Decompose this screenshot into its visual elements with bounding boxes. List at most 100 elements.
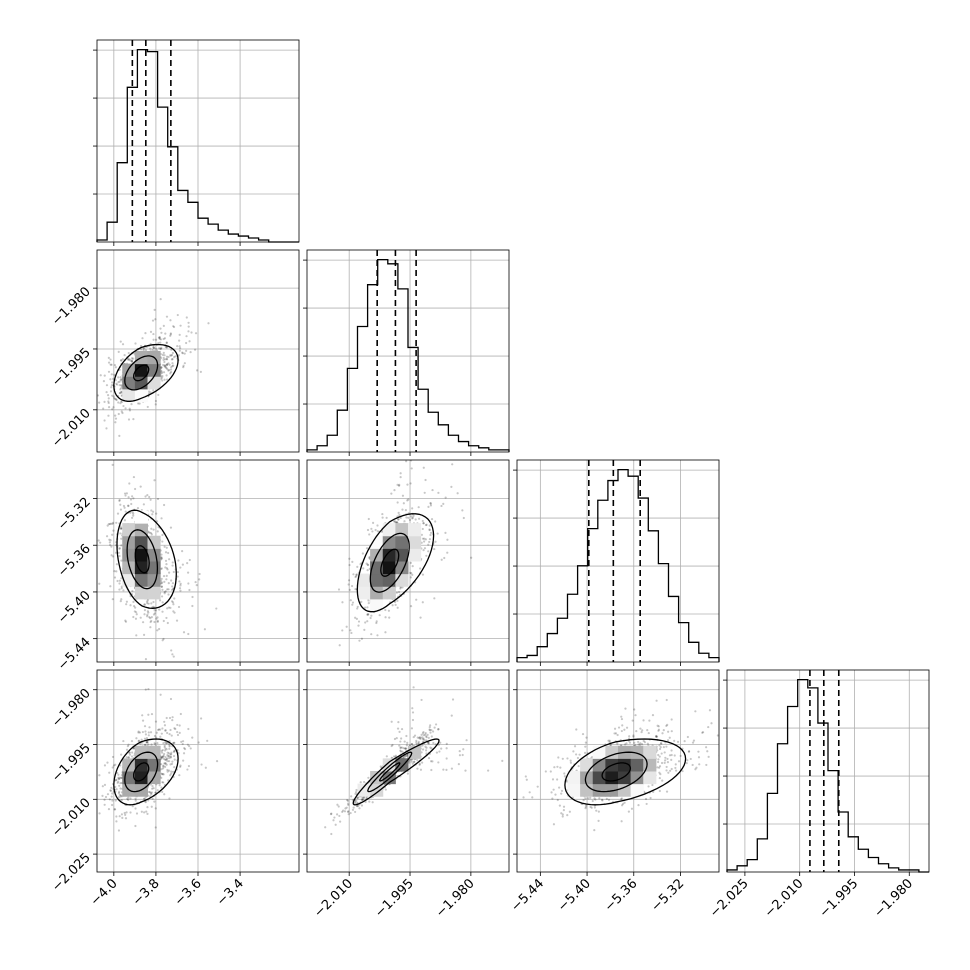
sample-point — [665, 790, 669, 793]
sample-point — [366, 620, 369, 623]
sample-point — [163, 358, 167, 361]
sample-point — [120, 410, 123, 413]
sample-point — [356, 796, 359, 799]
sample-point — [153, 800, 156, 803]
sample-point — [670, 730, 673, 733]
sample-point — [655, 735, 659, 738]
sample-point — [391, 743, 394, 747]
sample-point — [120, 400, 123, 403]
sample-point — [159, 347, 162, 350]
contour-line — [134, 545, 150, 574]
sample-point — [697, 756, 701, 759]
sample-point — [666, 757, 669, 761]
sample-point — [426, 733, 429, 736]
sample-point — [160, 556, 163, 560]
contour-line — [367, 751, 413, 793]
sample-point — [665, 698, 668, 702]
x-tick-label: −3.4 — [214, 876, 247, 909]
sample-point — [396, 606, 399, 609]
sample-point — [155, 520, 159, 523]
sample-point — [634, 714, 637, 717]
sample-point — [701, 731, 704, 734]
sample-point — [186, 561, 189, 565]
sample-point — [158, 784, 161, 787]
sample-point — [134, 799, 137, 802]
sample-point — [424, 478, 427, 482]
sample-point — [151, 787, 154, 790]
sample-point — [616, 742, 619, 745]
sample-point — [433, 547, 436, 551]
sample-point — [170, 588, 174, 591]
sample-point — [558, 804, 561, 807]
sample-point — [419, 567, 422, 570]
sample-point — [176, 730, 179, 734]
panel-grid — [517, 460, 719, 662]
sample-point — [392, 755, 396, 758]
sample-point — [578, 753, 581, 756]
sample-point — [589, 796, 592, 799]
sample-point — [428, 540, 431, 544]
sample-point — [182, 365, 185, 369]
sample-point — [428, 528, 431, 532]
sample-point — [398, 483, 401, 487]
sample-point — [168, 756, 171, 760]
sample-point — [421, 527, 424, 531]
sample-point — [568, 810, 571, 813]
sample-point — [163, 354, 166, 357]
sample-point — [647, 785, 650, 788]
sample-point — [601, 799, 604, 802]
sample-point — [159, 338, 163, 341]
sample-point — [424, 538, 427, 541]
sample-point — [179, 584, 182, 587]
density-bin — [580, 758, 594, 772]
density-bin — [630, 771, 644, 785]
density-bin — [592, 758, 606, 772]
sample-point — [167, 769, 171, 772]
sample-point — [561, 757, 564, 760]
sample-point — [117, 376, 120, 379]
sample-point — [123, 492, 127, 495]
density-panel — [522, 698, 719, 832]
sample-point — [162, 358, 165, 362]
sample-point — [171, 564, 174, 567]
sample-point — [151, 348, 154, 352]
sample-point — [659, 746, 662, 749]
sample-point — [171, 760, 174, 763]
sample-point — [370, 614, 373, 617]
panel-grid — [97, 250, 299, 452]
sample-point — [188, 588, 191, 592]
sample-point — [398, 744, 401, 747]
sample-point — [152, 613, 156, 616]
sample-point — [157, 341, 160, 345]
histogram-step — [306, 258, 510, 452]
sample-point — [187, 321, 190, 324]
sample-point — [376, 634, 379, 637]
sample-point — [137, 402, 140, 405]
sample-point — [691, 741, 695, 744]
sample-point — [134, 606, 137, 609]
sample-point — [425, 746, 428, 749]
sample-point — [524, 775, 527, 778]
sample-point — [393, 520, 396, 523]
sample-point — [350, 584, 354, 588]
sample-point — [119, 503, 122, 506]
sample-point — [664, 759, 667, 762]
sample-point — [153, 479, 156, 482]
sample-point — [170, 734, 173, 737]
sample-point — [111, 792, 114, 795]
sample-point — [118, 499, 121, 502]
sample-point — [163, 749, 167, 752]
sample-point — [169, 606, 172, 610]
sample-point — [177, 605, 181, 609]
sample-point — [430, 517, 434, 521]
sample-point — [166, 588, 169, 591]
sample-point — [165, 366, 168, 369]
sample-point — [178, 580, 181, 583]
sample-point — [171, 653, 174, 656]
x-tick-label: −2.010 — [762, 876, 807, 921]
sample-point — [168, 716, 172, 720]
sample-point — [203, 628, 206, 631]
sample-point — [668, 736, 671, 739]
sample-point — [427, 505, 430, 508]
sample-point — [406, 741, 409, 744]
